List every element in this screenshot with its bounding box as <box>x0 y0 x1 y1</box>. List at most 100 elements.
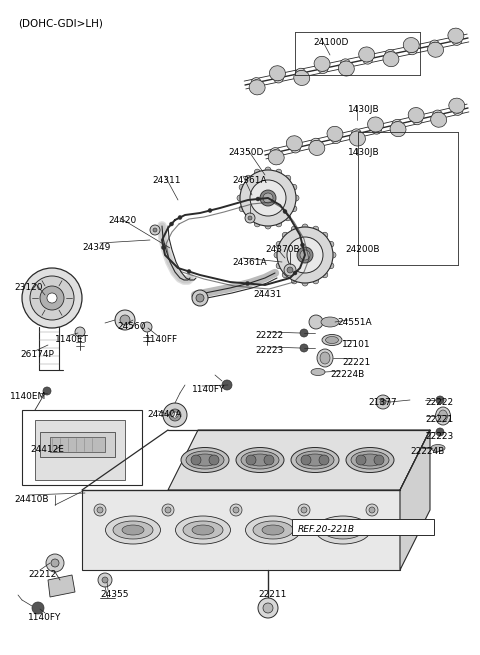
Ellipse shape <box>332 525 354 535</box>
Bar <box>40 432 115 457</box>
Circle shape <box>169 222 173 226</box>
Circle shape <box>287 267 293 273</box>
Ellipse shape <box>302 454 328 466</box>
Circle shape <box>300 329 308 337</box>
Ellipse shape <box>268 150 284 165</box>
Ellipse shape <box>309 140 325 155</box>
Ellipse shape <box>176 516 230 544</box>
Circle shape <box>322 272 328 278</box>
Circle shape <box>432 42 438 48</box>
Circle shape <box>322 233 328 238</box>
Circle shape <box>258 598 278 618</box>
Circle shape <box>407 45 417 55</box>
Circle shape <box>291 184 297 191</box>
Text: 24200B: 24200B <box>345 245 380 254</box>
Circle shape <box>274 252 280 258</box>
Circle shape <box>209 455 219 465</box>
Text: 24311: 24311 <box>152 176 180 185</box>
Circle shape <box>246 455 256 465</box>
Ellipse shape <box>383 52 399 67</box>
Ellipse shape <box>236 447 284 472</box>
Circle shape <box>208 208 212 212</box>
Circle shape <box>290 143 300 153</box>
Circle shape <box>51 559 59 567</box>
Text: 12101: 12101 <box>342 340 371 349</box>
Circle shape <box>276 221 282 227</box>
Circle shape <box>30 276 74 320</box>
Circle shape <box>340 59 350 69</box>
Circle shape <box>161 246 166 250</box>
Text: 23120: 23120 <box>14 283 43 292</box>
Circle shape <box>40 286 64 310</box>
Text: 24100D: 24100D <box>313 38 348 47</box>
Ellipse shape <box>294 71 310 85</box>
Ellipse shape <box>359 47 374 62</box>
Circle shape <box>328 241 334 248</box>
Circle shape <box>302 224 308 230</box>
Circle shape <box>312 226 319 232</box>
Ellipse shape <box>314 56 330 71</box>
Ellipse shape <box>186 451 224 469</box>
Circle shape <box>274 73 284 83</box>
Circle shape <box>277 227 333 283</box>
Circle shape <box>452 35 462 45</box>
Circle shape <box>165 507 171 513</box>
Ellipse shape <box>349 131 365 146</box>
Circle shape <box>222 380 232 390</box>
Circle shape <box>414 117 420 122</box>
Circle shape <box>366 504 378 516</box>
Text: 24361A: 24361A <box>232 176 266 185</box>
Ellipse shape <box>357 454 383 466</box>
Circle shape <box>380 399 386 405</box>
Circle shape <box>276 263 282 269</box>
Circle shape <box>276 75 281 81</box>
Text: 22223: 22223 <box>255 346 283 355</box>
Bar <box>50 437 105 452</box>
Circle shape <box>312 278 319 284</box>
Ellipse shape <box>122 525 144 535</box>
Circle shape <box>240 170 296 226</box>
Polygon shape <box>35 420 125 480</box>
Circle shape <box>245 215 251 221</box>
Text: 24440A: 24440A <box>147 410 181 419</box>
Ellipse shape <box>317 349 333 367</box>
Circle shape <box>373 126 380 132</box>
Text: 22223: 22223 <box>425 432 453 441</box>
Circle shape <box>120 315 130 325</box>
Circle shape <box>276 169 282 175</box>
Ellipse shape <box>322 335 342 345</box>
Ellipse shape <box>390 122 406 137</box>
Circle shape <box>302 280 308 286</box>
Circle shape <box>453 105 463 115</box>
Ellipse shape <box>327 126 343 141</box>
Circle shape <box>297 247 313 263</box>
Polygon shape <box>168 430 430 490</box>
Text: 22222: 22222 <box>255 331 283 340</box>
Circle shape <box>265 167 271 173</box>
Text: 1430JB: 1430JB <box>348 105 380 114</box>
Circle shape <box>115 310 135 330</box>
Text: 1140FF: 1140FF <box>145 335 178 344</box>
Ellipse shape <box>449 98 465 113</box>
Ellipse shape <box>241 451 279 469</box>
Ellipse shape <box>269 66 286 81</box>
Circle shape <box>301 507 307 513</box>
Text: 24551A: 24551A <box>337 318 372 327</box>
Circle shape <box>32 602 44 614</box>
Ellipse shape <box>439 410 447 422</box>
Circle shape <box>237 195 243 201</box>
Text: 22221: 22221 <box>425 415 453 424</box>
Text: REF.20-221B: REF.20-221B <box>298 525 355 534</box>
Circle shape <box>239 206 245 212</box>
Circle shape <box>311 138 321 148</box>
Ellipse shape <box>249 80 265 95</box>
Circle shape <box>301 455 311 465</box>
Ellipse shape <box>403 37 419 52</box>
Text: 22222: 22222 <box>425 398 453 407</box>
Circle shape <box>239 184 245 191</box>
Text: 24361A: 24361A <box>232 258 266 267</box>
Circle shape <box>298 70 304 76</box>
Circle shape <box>250 180 286 216</box>
Ellipse shape <box>431 112 446 127</box>
Text: 22221: 22221 <box>342 358 370 367</box>
